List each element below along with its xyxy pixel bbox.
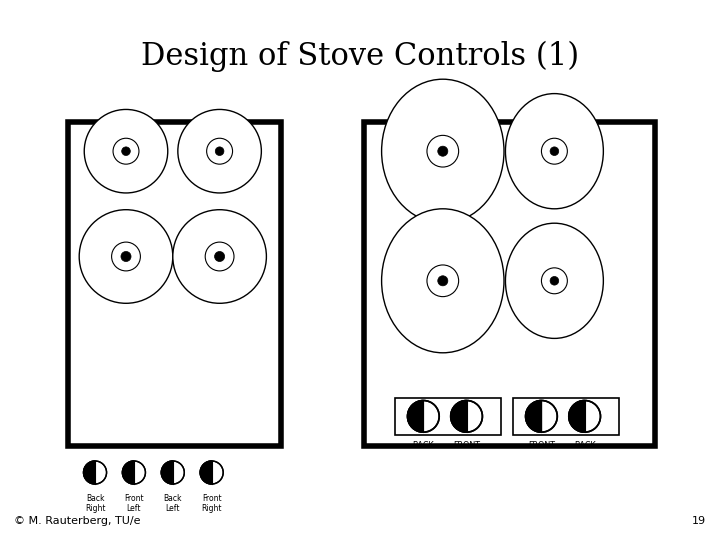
FancyBboxPatch shape xyxy=(395,398,501,435)
Ellipse shape xyxy=(121,252,131,261)
Polygon shape xyxy=(122,461,134,484)
Ellipse shape xyxy=(200,461,223,484)
Ellipse shape xyxy=(505,223,603,339)
Ellipse shape xyxy=(427,136,459,167)
Ellipse shape xyxy=(550,147,559,156)
Ellipse shape xyxy=(569,401,600,432)
Ellipse shape xyxy=(438,146,448,156)
Text: FRONT: FRONT xyxy=(453,441,480,450)
Ellipse shape xyxy=(161,461,184,484)
Polygon shape xyxy=(84,461,95,484)
FancyBboxPatch shape xyxy=(513,398,619,435)
Polygon shape xyxy=(451,401,467,432)
Text: Design of Stove Controls (1): Design of Stove Controls (1) xyxy=(141,41,579,72)
Ellipse shape xyxy=(173,210,266,303)
Polygon shape xyxy=(408,401,423,432)
Ellipse shape xyxy=(505,93,603,209)
Ellipse shape xyxy=(112,242,140,271)
Ellipse shape xyxy=(541,138,567,164)
Ellipse shape xyxy=(79,210,173,303)
Ellipse shape xyxy=(382,209,504,353)
Ellipse shape xyxy=(122,461,145,484)
Ellipse shape xyxy=(113,138,139,164)
Ellipse shape xyxy=(84,110,168,193)
Ellipse shape xyxy=(541,268,567,294)
Text: Front
Right: Front Right xyxy=(202,494,222,513)
FancyBboxPatch shape xyxy=(68,122,281,446)
Text: Front
Left: Front Left xyxy=(124,494,144,513)
Text: © M. Rauterberg, TU/e: © M. Rauterberg, TU/e xyxy=(14,516,141,526)
Text: BACK: BACK xyxy=(574,441,595,450)
Polygon shape xyxy=(526,401,541,432)
Polygon shape xyxy=(200,461,212,484)
Ellipse shape xyxy=(215,147,224,156)
Text: 19: 19 xyxy=(691,516,706,526)
Text: Back
Right: Back Right xyxy=(85,494,105,513)
Text: Back
Left: Back Left xyxy=(163,494,182,513)
Ellipse shape xyxy=(550,276,559,285)
Ellipse shape xyxy=(178,110,261,193)
Ellipse shape xyxy=(205,242,234,271)
Ellipse shape xyxy=(122,147,130,156)
Ellipse shape xyxy=(438,276,448,286)
Ellipse shape xyxy=(408,401,439,432)
Polygon shape xyxy=(569,401,585,432)
Ellipse shape xyxy=(451,401,482,432)
Ellipse shape xyxy=(207,138,233,164)
Ellipse shape xyxy=(382,79,504,223)
Ellipse shape xyxy=(427,265,459,296)
Polygon shape xyxy=(161,461,173,484)
Ellipse shape xyxy=(526,401,557,432)
FancyBboxPatch shape xyxy=(364,122,655,446)
Ellipse shape xyxy=(215,252,225,261)
Text: FRONT: FRONT xyxy=(528,441,555,450)
Text: BACK: BACK xyxy=(413,441,434,450)
Ellipse shape xyxy=(84,461,107,484)
